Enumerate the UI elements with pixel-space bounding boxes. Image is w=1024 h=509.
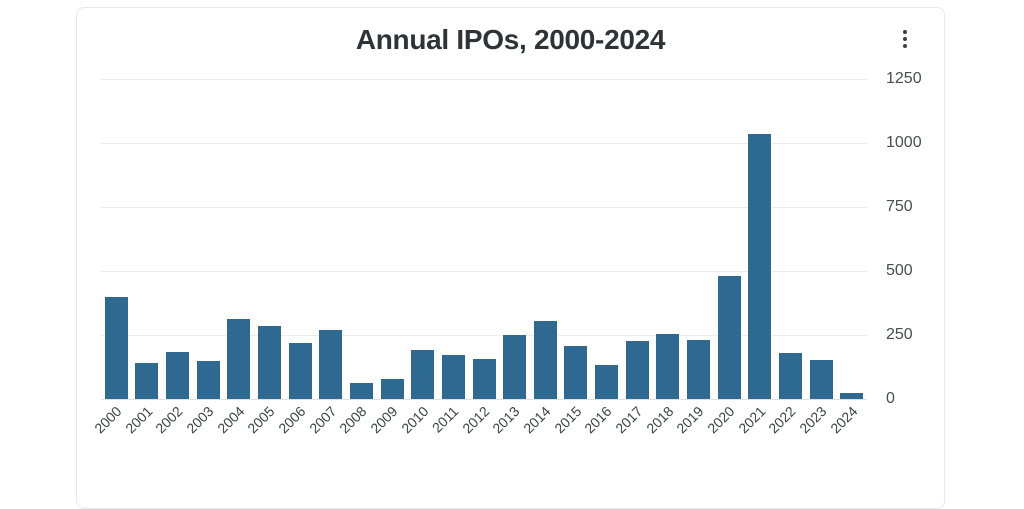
x-tick-label: 2018 <box>642 403 677 437</box>
kebab-dot <box>903 44 907 48</box>
x-tick-label: 2003 <box>183 403 217 437</box>
y-tick-label: 1250 <box>886 70 922 87</box>
x-tick-label: 2016 <box>581 403 615 437</box>
bar-2020[interactable] <box>717 276 741 399</box>
x-tick-label: 2021 <box>734 403 769 437</box>
bar-2008[interactable] <box>349 383 373 399</box>
x-tick-label: 2000 <box>91 403 125 437</box>
y-tick-label: 250 <box>886 326 913 343</box>
gridline <box>101 79 867 80</box>
bar-2019[interactable] <box>686 339 710 399</box>
bar-2000[interactable] <box>104 297 128 399</box>
x-tick-label: 2017 <box>612 403 646 437</box>
x-tick-label: 2013 <box>489 403 523 437</box>
x-tick-label: 2008 <box>336 403 370 437</box>
bar-2023[interactable] <box>809 359 833 399</box>
bar-2015[interactable] <box>564 346 588 399</box>
x-tick-label: 2020 <box>704 403 738 437</box>
plot-area <box>101 79 867 400</box>
x-tick-label: 2010 <box>397 403 432 437</box>
kebab-menu-icon[interactable] <box>894 25 916 53</box>
x-tick-label: 2011 <box>429 403 462 436</box>
bar-2001[interactable] <box>135 362 159 399</box>
x-axis-labels: 2000 2001 2002 2003 2004 2005 2006 2007 2008 2009… <box>91 403 867 463</box>
x-tick-label: 2024 <box>826 403 861 437</box>
kebab-dot <box>903 37 907 41</box>
bar-2002[interactable] <box>166 352 190 399</box>
x-tick-label: 2002 <box>152 403 186 437</box>
bar-2012[interactable] <box>472 358 496 399</box>
y-tick-label: 1000 <box>886 134 922 151</box>
bar-2009[interactable] <box>380 378 404 399</box>
bar-2016[interactable] <box>595 364 619 399</box>
gridline <box>101 399 867 400</box>
bar-2011[interactable] <box>441 355 465 399</box>
bar-2014[interactable] <box>533 321 557 399</box>
bar-2010[interactable] <box>411 350 435 399</box>
bar-2018[interactable] <box>656 333 680 399</box>
bar-2006[interactable] <box>288 342 312 399</box>
bar-2017[interactable] <box>625 341 649 399</box>
x-tick-label: 2001 <box>121 403 156 437</box>
y-tick-label: 750 <box>886 198 913 215</box>
bar-2005[interactable] <box>258 325 282 399</box>
bar-2007[interactable] <box>319 330 343 399</box>
y-tick-label: 0 <box>886 390 895 407</box>
chart-card: Annual IPOs, 2000-2024 2000 2001 2002 2003 2… <box>76 7 945 509</box>
x-tick-label: 2005 <box>244 403 278 437</box>
x-tick-label: 2015 <box>550 403 585 437</box>
gridline <box>101 271 867 272</box>
bar-2024[interactable] <box>840 393 864 399</box>
bar-2013[interactable] <box>503 334 527 399</box>
kebab-dot <box>903 30 907 34</box>
x-tick-label: 2014 <box>520 403 554 437</box>
bar-2021[interactable] <box>748 134 772 399</box>
gridline <box>101 143 867 144</box>
gridline <box>101 335 867 336</box>
x-tick-label: 2007 <box>305 403 340 437</box>
y-tick-label: 500 <box>886 262 913 279</box>
x-tick-label: 2012 <box>458 403 493 437</box>
bar-2022[interactable] <box>778 352 802 399</box>
bar-2004[interactable] <box>227 318 251 399</box>
x-tick-label: 2022 <box>765 403 799 437</box>
x-tick-label: 2019 <box>673 403 707 437</box>
x-tick-label: 2004 <box>213 403 248 437</box>
x-tick-label: 2009 <box>367 403 401 437</box>
gridline <box>101 207 867 208</box>
chart-title: Annual IPOs, 2000-2024 <box>355 24 666 55</box>
x-tick-label: 2023 <box>796 403 830 437</box>
x-tick-label: 2006 <box>275 403 309 437</box>
bar-2003[interactable] <box>196 361 220 399</box>
